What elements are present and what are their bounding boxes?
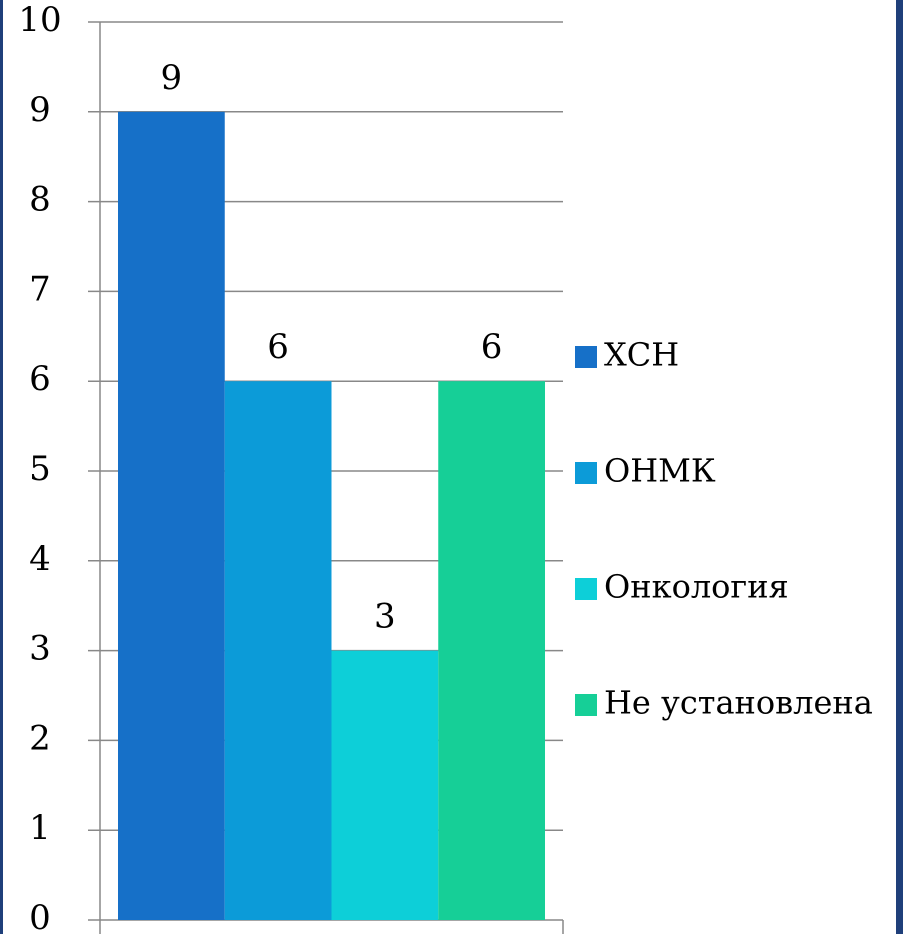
legend-swatch — [575, 462, 597, 484]
frame-right — [896, 0, 903, 934]
y-tick-label: 8 — [29, 180, 51, 220]
legend-label: Не установлена — [604, 684, 873, 722]
y-tick-label: 5 — [29, 449, 51, 489]
bar — [224, 381, 332, 920]
frame-left — [0, 0, 3, 934]
legend-label: Онкология — [604, 568, 789, 606]
legend-label: ОНМК — [604, 452, 716, 490]
y-tick-label: 10 — [18, 0, 61, 40]
legend-swatch — [575, 578, 597, 600]
y-tick-label: 3 — [29, 629, 51, 669]
data-label: 3 — [374, 597, 396, 637]
bar — [331, 650, 439, 920]
data-label: 6 — [481, 327, 503, 367]
data-label: 9 — [161, 58, 183, 98]
bar — [118, 111, 225, 921]
y-tick-label: 0 — [29, 898, 51, 934]
y-tick-label: 1 — [29, 808, 51, 848]
legend-swatch — [575, 694, 597, 716]
y-tick-label: 2 — [29, 718, 51, 758]
y-tick-label: 4 — [29, 539, 51, 579]
y-tick-label: 7 — [29, 269, 51, 309]
data-label: 6 — [267, 327, 289, 367]
bar — [438, 381, 545, 920]
y-tick-label: 9 — [29, 90, 51, 130]
legend-label: ХСН — [604, 336, 679, 374]
y-tick-label: 6 — [29, 359, 51, 399]
legend-swatch — [575, 346, 597, 368]
